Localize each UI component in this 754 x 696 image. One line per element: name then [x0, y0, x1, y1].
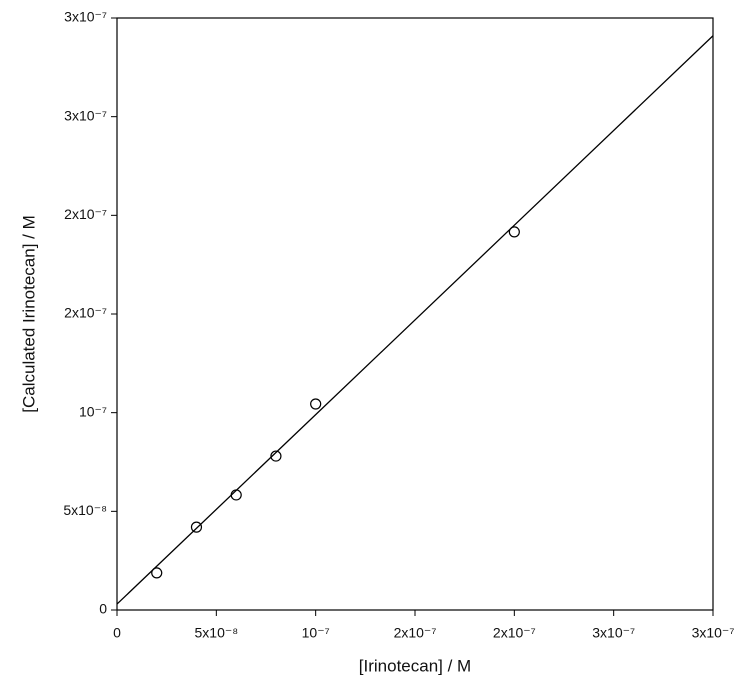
y-tick-label: 3x10⁻⁷: [64, 9, 107, 25]
y-tick-label: 10⁻⁷: [79, 403, 107, 419]
x-tick-label: 3x10⁻⁷: [592, 625, 635, 641]
x-tick-label: 10⁻⁷: [302, 625, 330, 641]
x-tick-label: 2x10⁻⁷: [493, 625, 536, 641]
data-point: [190, 521, 203, 533]
y-tick-label: 0: [99, 601, 107, 617]
x-tick-label: 2x10⁻⁷: [394, 625, 437, 641]
x-tick-label: 0: [113, 625, 121, 641]
y-axis-title: [Calculated Irinotecan] / M: [19, 215, 38, 412]
x-axis-title: [Irinotecan] / M: [359, 656, 471, 675]
x-tick-label: 3x10⁻⁷: [692, 625, 735, 641]
y-tick-label: 2x10⁻⁷: [64, 206, 107, 222]
data-point: [270, 450, 282, 462]
fit-line: [116, 35, 714, 605]
y-tick-label: 5x10⁻⁸: [63, 502, 107, 518]
x-tick-label: 5x10⁻⁸: [195, 625, 239, 641]
plot-frame: [116, 17, 714, 611]
y-tick-label: 3x10⁻⁷: [64, 107, 107, 123]
data-point: [230, 489, 242, 501]
data-point: [151, 567, 163, 579]
data-point: [508, 226, 520, 238]
data-point: [310, 398, 322, 410]
y-tick-label: 2x10⁻⁷: [64, 305, 107, 321]
